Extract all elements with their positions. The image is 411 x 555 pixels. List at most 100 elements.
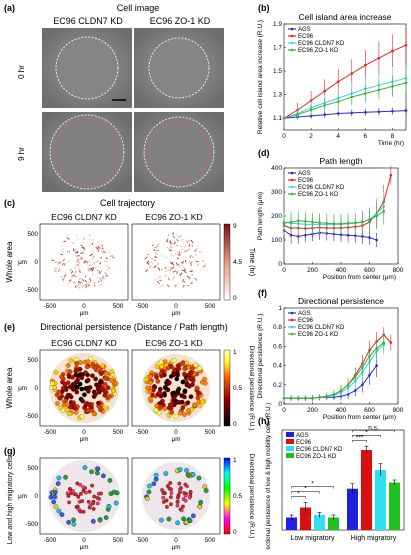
high-migratory-dot	[83, 465, 87, 469]
migratory-colorbar-label: Directional persistence (R.U.)	[248, 454, 255, 539]
persistence-dot	[55, 401, 59, 405]
map-y-unit-label: μm	[18, 385, 27, 392]
chart-h-category-label: Low migratory	[291, 535, 335, 542]
trajectory-segment	[190, 283, 192, 284]
high-migratory-dot	[154, 473, 158, 477]
persistence-dot	[75, 368, 79, 372]
persistence-dot	[163, 359, 167, 363]
low-migratory-dot	[170, 491, 174, 495]
persistence-dot	[148, 374, 152, 378]
panel-e: (e) Directional persistence (Distance / …	[4, 322, 255, 430]
low-migratory-dot	[67, 494, 71, 498]
map-x-tick-label: 500	[113, 429, 124, 436]
low-migratory-dot	[184, 499, 188, 503]
chart-d-x-tick-label: 800	[393, 267, 404, 274]
trajectory-segment	[89, 240, 90, 241]
map-x-tick-label: 500	[113, 537, 124, 544]
persistence-dot	[162, 393, 166, 397]
persistence-dot	[109, 369, 113, 373]
low-migratory-dot	[176, 500, 180, 504]
high-migratory-dot	[147, 484, 151, 488]
persistence-colorbar-tick-bottom: 0	[233, 421, 237, 428]
persistence-dot	[100, 364, 104, 368]
persistence-dot	[154, 375, 158, 379]
map-y-tick-label: -500	[25, 287, 38, 294]
island-outline-cldn7-9hr	[50, 115, 124, 189]
persistence-dot	[152, 384, 156, 388]
persistence-dot	[183, 367, 187, 371]
high-migratory-dot	[53, 490, 57, 494]
persistence-dot	[163, 407, 167, 411]
panel-a-row1: 0 hr	[17, 65, 26, 79]
persistence-dot	[197, 404, 201, 408]
low-migratory-dot	[166, 484, 170, 488]
trajectory-segment	[76, 235, 77, 236]
migratory-colorbar	[224, 458, 230, 534]
chart-f-xlabel: Position from center (μm)	[323, 414, 396, 421]
persistence-dot	[197, 366, 201, 370]
low-migratory-dot	[88, 490, 92, 494]
chart-d-legend-marker	[291, 172, 294, 175]
map-x-tick-label: 0	[174, 537, 178, 544]
persistence-dot	[58, 396, 62, 400]
chart-d-legend-marker	[291, 186, 294, 189]
persistence-dot	[99, 371, 103, 375]
chart-d-xlabel: Position from center (μm)	[323, 274, 396, 281]
chart-d-legend-label: EC96 ZO-1 KD	[298, 192, 339, 198]
panel-f: (f)	[258, 288, 267, 298]
low-migratory-dot	[169, 495, 173, 499]
high-migratory-dot	[152, 482, 156, 486]
persistence-dot	[69, 358, 73, 362]
chart-f-legend-marker	[291, 312, 294, 315]
chart-d-title: Path length	[319, 156, 362, 166]
low-migratory-dot	[184, 494, 188, 498]
persistence-dot	[186, 408, 190, 412]
chart-d-legend-label: EC96	[298, 178, 314, 184]
persistence-dot	[203, 381, 207, 385]
map-x-unit-label: μm	[80, 436, 89, 443]
high-migratory-dot	[167, 517, 171, 521]
chart-f-legend-marker	[291, 326, 294, 329]
map-x-unit-label: μm	[80, 310, 89, 317]
panel-a-col2: EC96 ZO-1 KD	[150, 16, 211, 26]
chart-d-legend-marker	[291, 193, 294, 196]
persistence-dot	[57, 390, 61, 394]
persistence-dot	[107, 394, 111, 398]
high-migratory-dot	[198, 505, 202, 509]
chart-h-bar	[361, 450, 372, 530]
chart-b-y-tick-label: 1.3	[273, 92, 282, 99]
low-migratory-dot	[90, 484, 94, 488]
persistence-dot	[63, 399, 67, 403]
trajectory-segment	[89, 265, 90, 266]
high-migratory-dot	[66, 520, 70, 524]
map-x-tick-label: -500	[44, 537, 57, 544]
chart-b-x-tick-label: 4	[336, 133, 340, 140]
map-x-tick-label: 0	[82, 537, 86, 544]
chart-d-y-tick-label: 400	[271, 165, 282, 172]
chart-h-legend-swatch	[286, 432, 294, 437]
panel-c-col1: EC96 CLDN7 KD	[51, 212, 117, 222]
persistence-dot	[80, 414, 84, 418]
chart-f-legend-label: EC96	[298, 318, 314, 324]
persistence-dot	[97, 390, 101, 394]
chart-f-y-tick-label: 0.6	[273, 343, 282, 350]
panel-a-title: Cell image	[117, 3, 160, 13]
high-migratory-dot	[188, 518, 192, 522]
high-migratory-dot	[145, 496, 149, 500]
map-x-tick-label: -500	[136, 429, 149, 436]
persistence-dot	[78, 382, 82, 386]
chart-f-y-tick-label: 0	[278, 401, 282, 408]
low-migratory-dot	[67, 501, 71, 505]
chart-h: Directional persistence of low & high mo…	[265, 403, 404, 550]
chart-d-ylabel: Path length (μm)	[257, 192, 264, 240]
chart-b-legend-label: AGS	[298, 27, 311, 33]
panel-e-letter: (e)	[4, 322, 15, 332]
chart-b-legend-marker	[291, 35, 294, 38]
high-migratory-dot	[101, 474, 105, 478]
chart-f-x-tick-label: 800	[393, 407, 404, 414]
chart-h-bar	[347, 489, 358, 530]
high-migratory-dot	[178, 467, 182, 471]
chart-f-legend-label: AGS	[298, 311, 311, 317]
chart-b-legend-label: EC96 CLDN7 KD	[298, 41, 345, 47]
persistence-dot	[186, 400, 190, 404]
